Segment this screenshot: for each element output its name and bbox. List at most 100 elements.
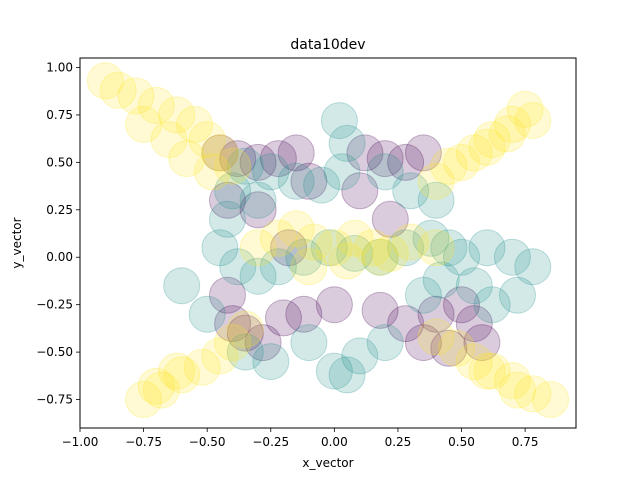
scatter-point-series-2	[290, 324, 328, 362]
scatter-point-series-3	[473, 121, 511, 159]
x-tick-label: 0.25	[385, 435, 412, 449]
x-tick-label: 0.00	[321, 435, 348, 449]
scatter-point-series-1	[214, 305, 252, 343]
scatter-point-series-3	[163, 356, 201, 394]
scatter-point-series-3	[259, 219, 297, 257]
scatter-point-series-3	[493, 362, 531, 400]
y-axis-label: y_vector	[10, 217, 24, 268]
scatter-point-series-3	[290, 248, 328, 286]
scatter-point-series-2	[387, 229, 425, 267]
scatter-point-series-2	[277, 162, 315, 200]
scatter-point-series-3	[86, 62, 124, 100]
scatter-point-series-3	[417, 162, 455, 200]
scatter-point-series-2	[226, 333, 264, 371]
x-tick-label: −0.25	[252, 435, 289, 449]
scatter-point-series-3	[193, 153, 231, 191]
scatter-point-series-2	[188, 295, 226, 333]
scatter-point-series-3	[532, 381, 570, 418]
scatter-point-series-2	[422, 261, 460, 299]
scatter-point-series-3	[125, 105, 163, 143]
y-tick-label: 0.00	[46, 250, 73, 264]
scatter-point-series-3	[438, 329, 475, 367]
x-axis-label: x_vector	[302, 456, 353, 470]
y-axis: −0.75 −0.50 −0.25 0.00 0.25 0.50 0.75 1.00	[36, 60, 80, 407]
scatter-point-series-2	[315, 352, 353, 390]
scatter-point-series-1	[417, 295, 455, 333]
scatter-point-series-2	[468, 229, 506, 267]
scatter-point-series-2	[219, 248, 257, 286]
scatter-point-series-3	[468, 352, 506, 390]
scatter-point-series-3	[315, 229, 353, 267]
scatter-point-series-3	[488, 115, 526, 153]
scatter-point-series-1	[404, 324, 442, 362]
scatter-point-series-3	[226, 310, 264, 348]
scatter-point-series-2	[430, 229, 468, 267]
scatter-point-series-3	[158, 96, 196, 134]
scatter-point-series-3	[158, 352, 196, 390]
plot-area	[79, 57, 577, 429]
scatter-point-series-1	[361, 291, 399, 329]
scatter-point-series-3	[201, 134, 239, 172]
scatter-point-series-3	[142, 371, 180, 409]
scatter-point-series-3	[371, 234, 409, 272]
scatter-point-series-3	[392, 223, 430, 261]
scatter-point-series-3	[455, 343, 493, 381]
scatter-point-series-1	[455, 305, 493, 343]
scatter-point-series-2	[493, 238, 531, 276]
scatter-point-series-2	[392, 172, 430, 210]
scatter-point-series-2	[303, 166, 341, 204]
scatter-point-series-1	[290, 162, 328, 200]
scatter-point-series-1	[463, 324, 501, 362]
scatter-point-series-3	[176, 105, 213, 143]
scatter-point-series-2	[252, 343, 290, 381]
scatter-point-series-3	[117, 77, 155, 115]
y-tick-label: −0.50	[36, 345, 73, 359]
scatter-point-series-3	[239, 229, 277, 267]
scatter-point-series-2	[361, 238, 399, 276]
scatter-point-series-1	[341, 172, 379, 210]
scatter-point-series-2	[412, 219, 450, 257]
y-tick-label: −0.75	[36, 393, 73, 407]
scatter-point-series-2	[514, 248, 552, 286]
scatter-point-series-2	[320, 102, 358, 140]
scatter-point-series-2	[473, 286, 511, 324]
scatter-point-series-3	[125, 381, 163, 418]
scatter-point-series-3	[214, 324, 252, 362]
scatter-point-series-2	[499, 276, 536, 314]
scatter-point-series-2	[209, 200, 246, 238]
scatter-point-series-2	[323, 153, 361, 191]
scatter-point-series-3	[417, 229, 455, 267]
scatter-point-series-1	[244, 324, 282, 362]
scatter-point-series-3	[188, 121, 226, 159]
scatter-point-series-3	[295, 223, 333, 261]
scatter-point-series-1	[270, 229, 308, 267]
scatter-point-series-2	[226, 147, 264, 185]
scatter-point-series-3	[514, 375, 552, 413]
scatter-point-series-1	[285, 295, 323, 333]
scatter-point-series-3	[99, 71, 137, 109]
scatter-point-series-1	[387, 305, 425, 343]
y-tick-label: 0.50	[46, 155, 73, 169]
scatter-point-series-3	[468, 128, 506, 166]
scatter-point-series-1	[443, 286, 480, 324]
scatter-point-series-2	[201, 229, 239, 267]
scatter-point-series-3	[417, 318, 455, 356]
scatter-point-series-3	[430, 147, 468, 185]
scatter-point-series-1	[404, 134, 442, 172]
scatter-point-series-2	[443, 238, 480, 276]
y-tick-label: −0.25	[36, 298, 73, 312]
scatter-point-series-3	[277, 210, 315, 248]
scatter-point-series-2	[417, 181, 455, 219]
scatter-point-series-1	[239, 143, 277, 181]
scatter-point-series-1	[209, 181, 246, 219]
scatter-point-series-2	[163, 267, 201, 305]
scatter-point-series-3	[473, 352, 511, 390]
scatter-point-series-3	[183, 348, 221, 386]
scatter-point-series-3	[443, 143, 480, 181]
y-tick-label: 1.00	[46, 60, 73, 74]
x-tick-label: −0.50	[189, 435, 226, 449]
scatter-point-series-3	[214, 147, 252, 185]
y-tick-label: 0.75	[46, 108, 73, 122]
